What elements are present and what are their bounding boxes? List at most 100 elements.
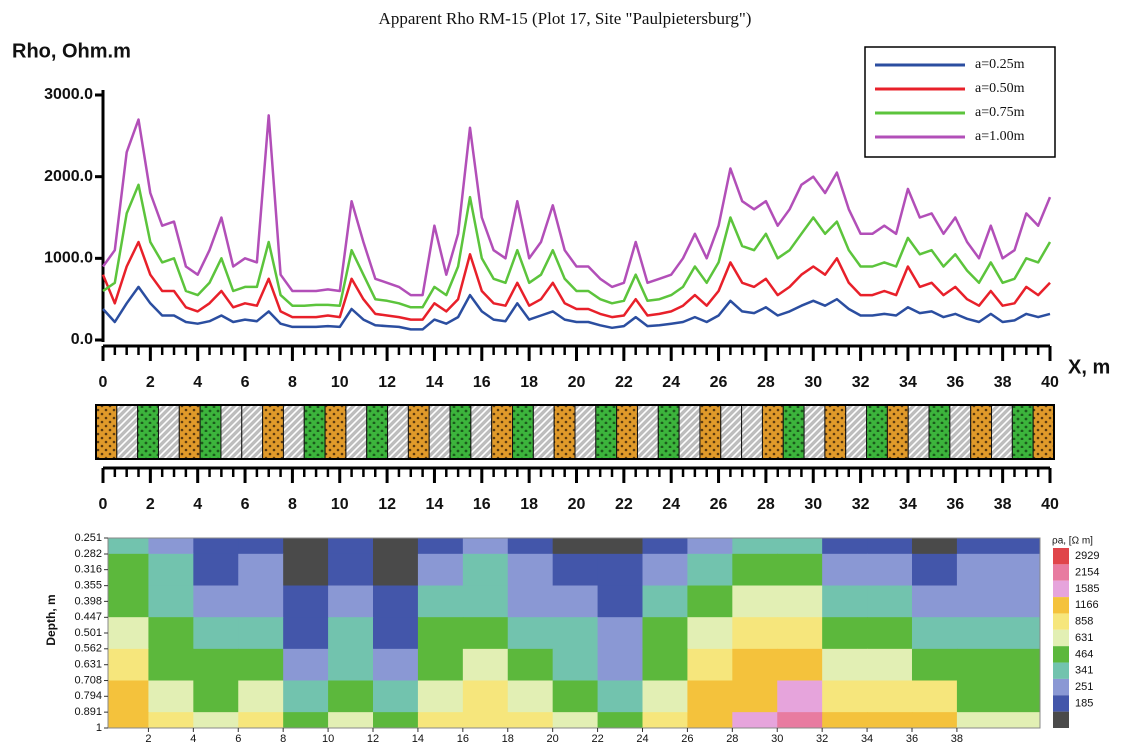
colorbar-label: 2929 [1075, 550, 1099, 562]
colorbar-label: 631 [1075, 632, 1093, 644]
strip-block [199, 404, 222, 460]
heat-cell [462, 648, 509, 682]
heat-cell [108, 712, 150, 728]
strip-block [428, 404, 451, 460]
heat-cell [777, 648, 823, 682]
x-tick-label: 12 [378, 496, 396, 513]
heat-cell [417, 648, 464, 682]
depth-axis-title: Depth, m [44, 594, 58, 645]
strip-block [532, 404, 555, 460]
heat-cell [373, 553, 419, 587]
colorbar-swatch [1053, 564, 1069, 581]
colorbar-label: 858 [1075, 616, 1093, 628]
heat-cell [108, 680, 150, 713]
colorbar-label: 185 [1075, 697, 1093, 709]
x-tick-label: 8 [288, 374, 297, 391]
colorbar-label: 464 [1075, 648, 1093, 660]
strip-block [845, 404, 868, 460]
heat-cell [108, 617, 150, 650]
x-tick-label: 0 [99, 374, 108, 391]
heat-cell [867, 680, 913, 713]
legend-label: a=0.25m [975, 57, 1025, 72]
heat-cell [911, 680, 958, 713]
legend-label: a=0.75m [975, 105, 1025, 120]
y-tick-label: 3000.0 [44, 86, 93, 103]
heat-cell [597, 712, 644, 728]
heat-cell [238, 680, 284, 713]
x-tick-label: 40 [1041, 374, 1059, 391]
heat-cell [507, 538, 554, 555]
colorbar-swatch [1053, 548, 1069, 565]
heat-cell [193, 648, 239, 682]
heat-cell [507, 585, 554, 618]
x-tick-label: 10 [322, 733, 334, 743]
heat-cell [732, 617, 778, 650]
heat-cell [328, 538, 374, 555]
heat-cell [462, 538, 509, 555]
heat-cell [867, 648, 913, 682]
x-tick-label: 28 [726, 733, 738, 743]
heat-cell [507, 648, 554, 682]
heat-cell [956, 680, 1040, 713]
heat-cell [148, 538, 194, 555]
strip-block [949, 404, 972, 460]
heat-cell [283, 712, 329, 728]
strip-block [1032, 404, 1055, 460]
heat-cell [777, 617, 823, 650]
x-tick-label: 26 [710, 496, 728, 513]
x-tick-label: 22 [615, 496, 633, 513]
heat-cell [417, 553, 464, 587]
heat-cell [777, 680, 823, 713]
heat-cell [373, 648, 419, 682]
x-tick-label: 20 [568, 374, 586, 391]
colorbar-label: 1166 [1075, 599, 1099, 611]
x-tick-label: 24 [662, 496, 680, 513]
heat-cell [822, 712, 868, 728]
heat-cell [328, 553, 374, 587]
heat-cell [732, 538, 778, 555]
colorbar-label: 2154 [1075, 566, 1099, 578]
strip-block [345, 404, 368, 460]
heat-cell [238, 712, 284, 728]
x-tick-label: 8 [280, 733, 286, 743]
y-axis-title: Rho, Ohm.m [12, 40, 131, 62]
x-tick-label: 22 [615, 374, 633, 391]
colorbar-swatch [1053, 678, 1069, 696]
heat-cell [597, 553, 644, 587]
heat-cell [462, 712, 509, 728]
y-tick-label: 0.631 [74, 659, 102, 671]
heat-cell [687, 553, 733, 587]
heat-cell [238, 617, 284, 650]
y-tick-label: 0.398 [74, 595, 102, 607]
heat-cell [148, 712, 194, 728]
x-tick-label: 16 [473, 496, 491, 513]
x-tick-label: 4 [193, 496, 202, 513]
y-tick-label: 0.282 [74, 548, 102, 560]
x-tick-label: 12 [367, 733, 379, 743]
heat-cell [552, 648, 599, 682]
x-tick-label: 8 [288, 496, 297, 513]
heat-cell [328, 617, 374, 650]
x-tick-label: 22 [591, 733, 603, 743]
x-tick-label: 10 [331, 374, 349, 391]
strip-block [699, 404, 722, 460]
x-tick-label: 38 [994, 496, 1012, 513]
heatmap [108, 538, 1040, 728]
strip-block [282, 404, 305, 460]
x-tick-label: 18 [520, 374, 538, 391]
series-line [102, 285, 1051, 331]
x-tick-label: 0 [99, 496, 108, 513]
strip-block [157, 404, 180, 460]
heat-cell [507, 617, 554, 650]
colorbar-label: 341 [1075, 665, 1093, 677]
heat-cell [956, 585, 1040, 618]
heat-cell [417, 538, 464, 555]
heat-cell [507, 553, 554, 587]
heat-cell [777, 585, 823, 618]
heat-cell [193, 617, 239, 650]
y-tick-label: 0.708 [74, 674, 102, 686]
strip-block [616, 404, 638, 460]
heat-cell [597, 680, 644, 713]
